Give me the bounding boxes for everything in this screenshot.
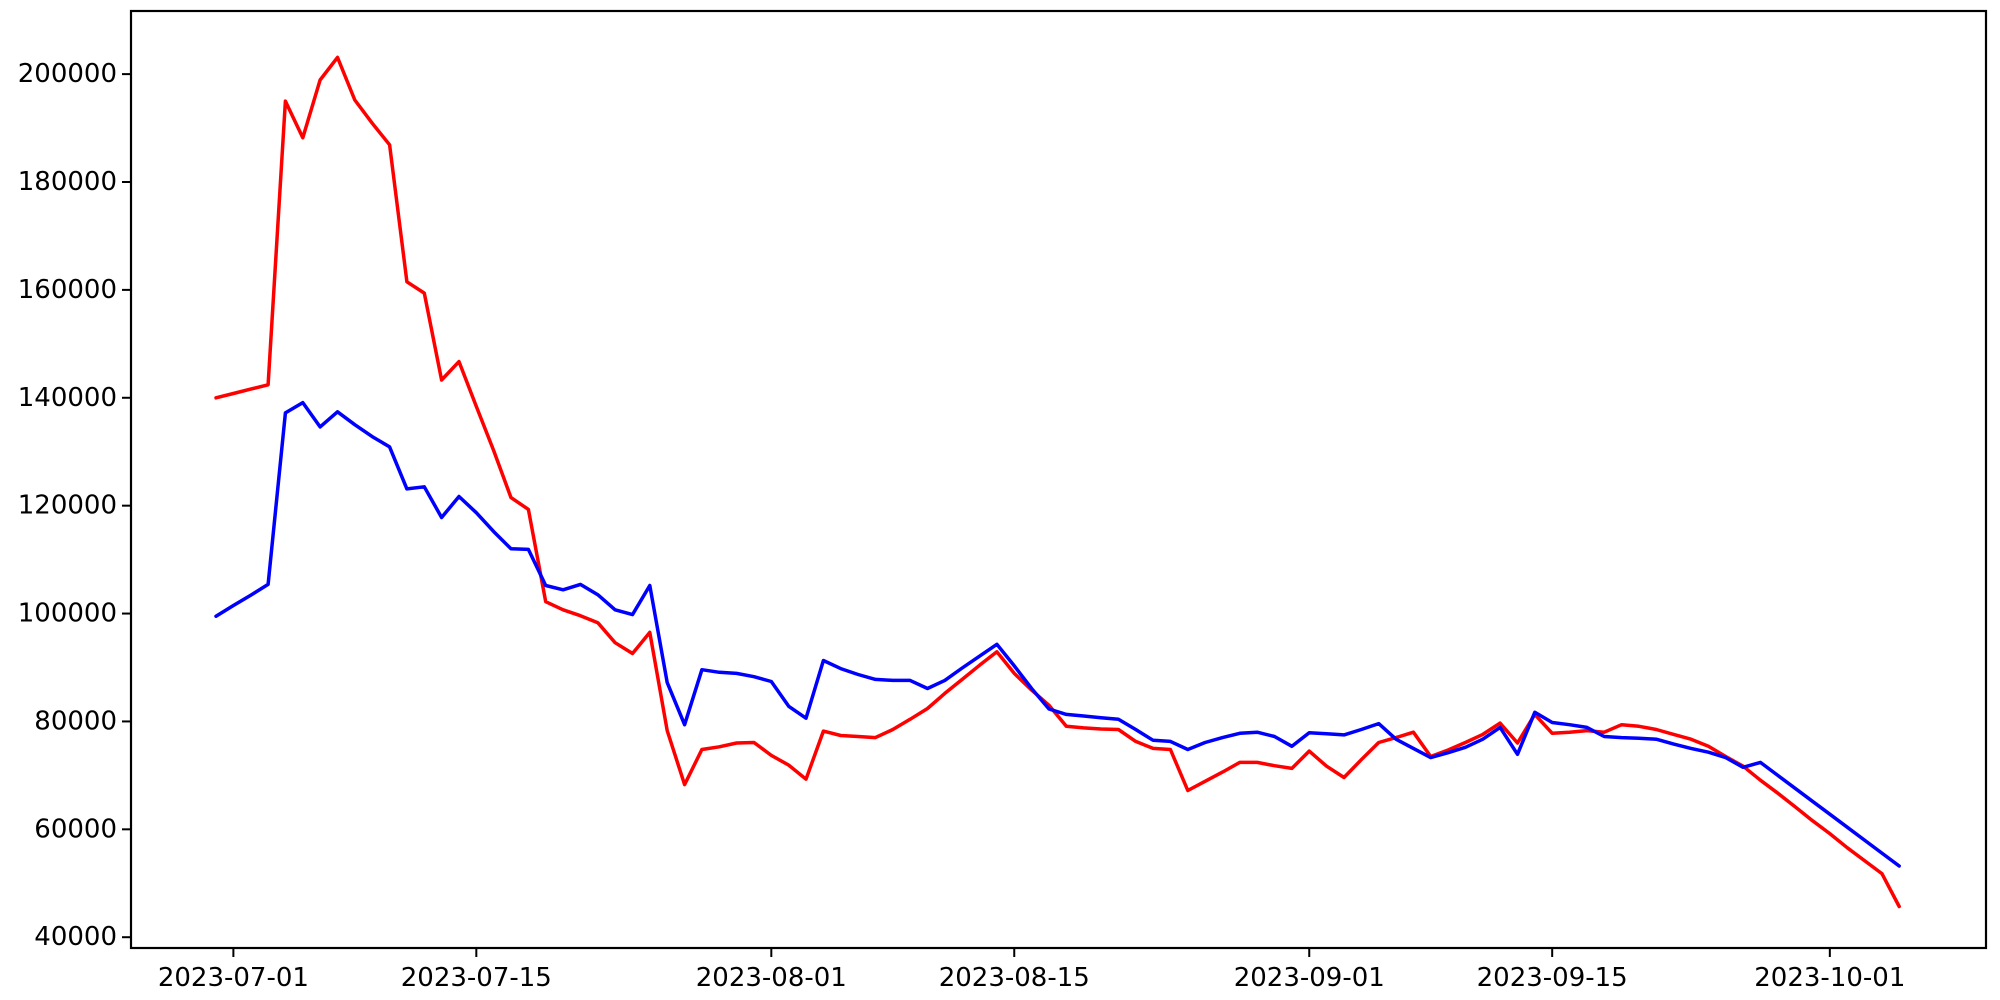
y-tick-label: 160000: [18, 275, 117, 305]
y-tick-label: 60000: [34, 814, 117, 844]
x-tick-label: 2023-07-01: [158, 963, 309, 993]
x-tick-label: 2023-09-15: [1477, 963, 1628, 993]
x-tick-label: 2023-08-15: [939, 963, 1090, 993]
x-tick-label: 2023-07-15: [401, 963, 552, 993]
blue-series-line: [214, 400, 1901, 868]
y-tick-label: 140000: [18, 383, 117, 413]
y-tick-label: 180000: [18, 167, 117, 197]
y-tick-label: 40000: [34, 922, 117, 952]
red-series-line: [214, 55, 1901, 909]
y-tick-label: 120000: [18, 491, 117, 521]
y-tick-label: 80000: [34, 706, 117, 736]
x-tick-label: 2023-10-01: [1754, 963, 1905, 993]
y-tick-label: 200000: [18, 59, 117, 89]
x-tick-label: 2023-08-01: [696, 963, 847, 993]
y-tick-label: 100000: [18, 599, 117, 629]
plot-area-border: [129, 9, 1988, 950]
x-tick-label: 2023-09-01: [1234, 963, 1385, 993]
